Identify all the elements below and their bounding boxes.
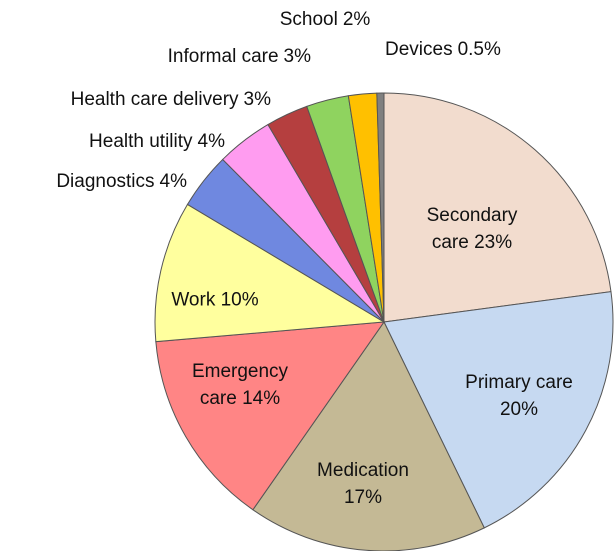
value-label: 20% [499,399,539,420]
slice-label: School 2% [280,9,371,30]
pie-slice [252,321,485,551]
pie-slice [154,203,386,343]
value-label: 14% [242,388,281,409]
category-label: Secondary care [426,205,518,253]
slice-label: Diagnostics 4% [56,171,187,192]
value-label: 0.5% [458,39,501,60]
pie-slice [155,321,386,511]
pie-slice [376,92,385,323]
value-label: 3% [284,46,312,67]
slice-label: Devices 0.5% [385,39,501,60]
pie-slice [383,92,612,323]
value-label: 3% [244,89,272,110]
slice-label: Secondary care 23% [407,202,537,256]
slice-label: Medication 17% [298,457,428,511]
slice-label: Work 10% [150,287,280,314]
value-label: 4% [198,131,226,152]
category-label: Medication [317,460,409,481]
category-label: School [280,9,338,30]
category-label: Emergency care [191,361,289,409]
slice-label: Health utility 4% [89,131,225,152]
category-label: Health utility [89,131,193,152]
value-label: 2% [343,9,371,30]
slice-label: Health care delivery 3% [71,89,271,110]
category-label: Health care delivery [71,89,239,110]
category-label: Diagnostics [56,171,154,192]
slice-label: Primary care 20% [454,369,584,423]
value-label: 17% [343,487,383,508]
slice-label: Informal care 3% [168,46,311,67]
category-label: Primary care [465,372,573,393]
category-label: Devices [385,39,453,60]
value-label: 10% [220,289,259,311]
slice-label: Emergency care 14% [175,358,305,412]
category-label: Work [171,289,216,311]
value-label: 4% [160,171,188,192]
pie-slice [383,291,614,529]
category-label: Informal care [168,46,279,67]
value-label: 23% [474,232,513,253]
